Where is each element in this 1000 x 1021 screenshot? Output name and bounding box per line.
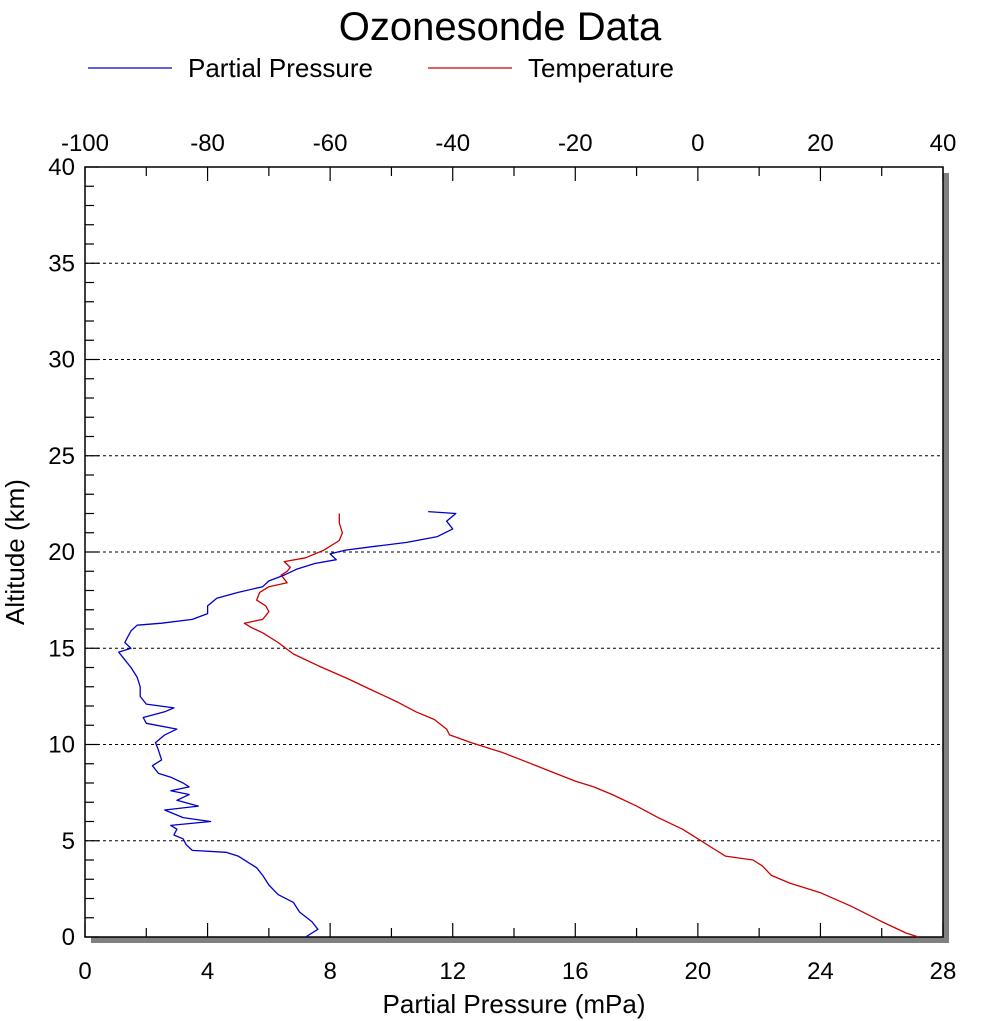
series-line-partial-pressure bbox=[118, 510, 457, 938]
x-tick-label-1: 4 bbox=[201, 958, 214, 985]
y-tick-label-1: 5 bbox=[62, 828, 75, 855]
legend-label-temperature: Temperature bbox=[528, 53, 674, 83]
x2-tick-label-5: 0 bbox=[691, 130, 704, 157]
legend: Partial Pressure Temperature bbox=[88, 53, 674, 83]
y-tick-label-8: 40 bbox=[48, 154, 75, 181]
x-tick-label-7: 28 bbox=[930, 958, 957, 985]
chart-title: Ozonesonde Data bbox=[339, 5, 662, 49]
y-tick-label-5: 25 bbox=[48, 443, 75, 470]
legend-label-partial-pressure: Partial Pressure bbox=[188, 53, 373, 83]
x-tick-label-5: 20 bbox=[685, 958, 712, 985]
x2-tick-label-4: -20 bbox=[558, 130, 593, 157]
x2-tick-label-3: -40 bbox=[435, 130, 470, 157]
y-tick-label-3: 15 bbox=[48, 635, 75, 662]
axis-ticks bbox=[84, 166, 944, 938]
y-tick-label-6: 30 bbox=[48, 347, 75, 374]
x2-tick-label-1: -80 bbox=[190, 130, 225, 157]
y-axis-label: Altitude (km) bbox=[0, 479, 30, 625]
x2-tick-label-7: 40 bbox=[930, 130, 957, 157]
x-tick-label-0: 0 bbox=[78, 958, 91, 985]
x2-tick-label-2: -60 bbox=[313, 130, 348, 157]
y-tick-label-4: 20 bbox=[48, 539, 75, 566]
x-tick-label-2: 8 bbox=[323, 958, 336, 985]
x2-tick-label-0: -100 bbox=[61, 130, 109, 157]
x-tick-label-6: 24 bbox=[807, 958, 834, 985]
x-axis-label: Partial Pressure (mPa) bbox=[383, 989, 646, 1019]
tick-labels: 0 5 10 15 20 25 30 35 40 0 4 8 12 16 20 24 28 -100 -80 -60 -… bbox=[48, 130, 956, 985]
y-tick-label-0: 0 bbox=[62, 924, 75, 951]
x-tick-label-3: 12 bbox=[439, 958, 466, 985]
gridlines bbox=[85, 262, 943, 842]
x-tick-label-4: 16 bbox=[562, 958, 589, 985]
y-tick-label-7: 35 bbox=[48, 250, 75, 277]
y-tick-label-2: 10 bbox=[48, 732, 75, 759]
series-line-temperature bbox=[243, 513, 919, 938]
series-layer bbox=[118, 510, 919, 938]
x2-tick-label-6: 20 bbox=[807, 130, 834, 157]
